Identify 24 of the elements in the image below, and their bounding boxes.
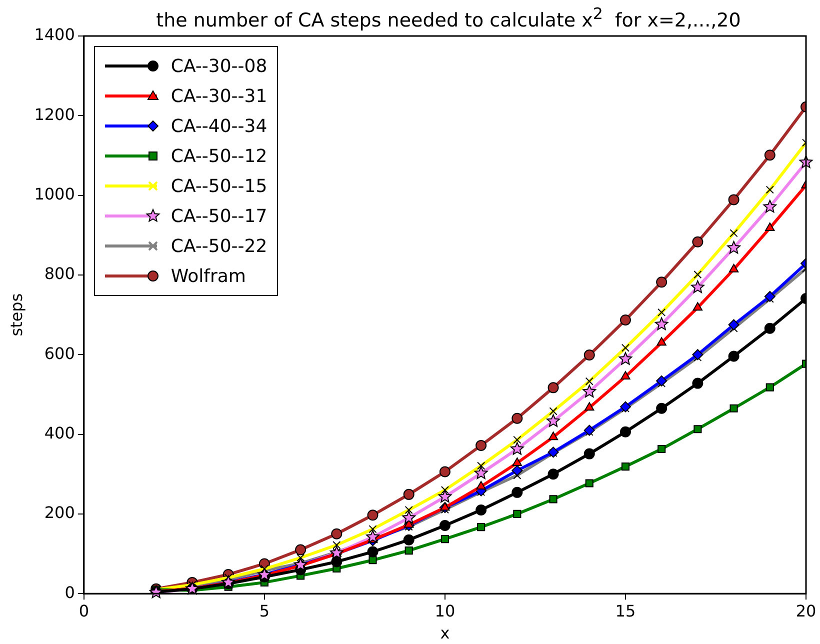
y-tick-label: 800 — [44, 264, 75, 284]
y-axis-title: steps — [6, 293, 26, 336]
y-tick-label: 1200 — [34, 104, 75, 124]
y-tick-label: 600 — [44, 344, 75, 363]
legend-label: CA--30--08 — [170, 56, 268, 76]
x-tick-label: 10 — [434, 601, 456, 620]
x-tick-label: 0 — [78, 601, 90, 620]
y-tick-label: 1000 — [34, 184, 75, 204]
x-axis-title: x — [440, 624, 450, 643]
legend-label: CA--30--31 — [170, 86, 268, 106]
legend-label: Wolfram — [170, 266, 246, 286]
x-tick-label: 5 — [259, 601, 270, 620]
y-tick-label: 0 — [64, 582, 75, 602]
chart-title: the number of CA steps needed to calculate x$^{2}$ for x=2,...,20 — [155, 4, 742, 32]
y-tick-label: 200 — [44, 503, 75, 522]
legend-label: CA--50--22 — [170, 236, 268, 256]
legend-label: CA--50--12 — [170, 146, 268, 166]
y-tick-label: 400 — [44, 423, 75, 442]
x-tick-label: 15 — [615, 601, 636, 620]
y-tick-label: 1400 — [34, 25, 75, 44]
legend-label: CA--50--15 — [170, 176, 268, 196]
legend-label: CA--50--17 — [170, 206, 268, 226]
legend-label: CA--40--34 — [170, 116, 268, 136]
x-tick-label: 20 — [796, 601, 816, 620]
